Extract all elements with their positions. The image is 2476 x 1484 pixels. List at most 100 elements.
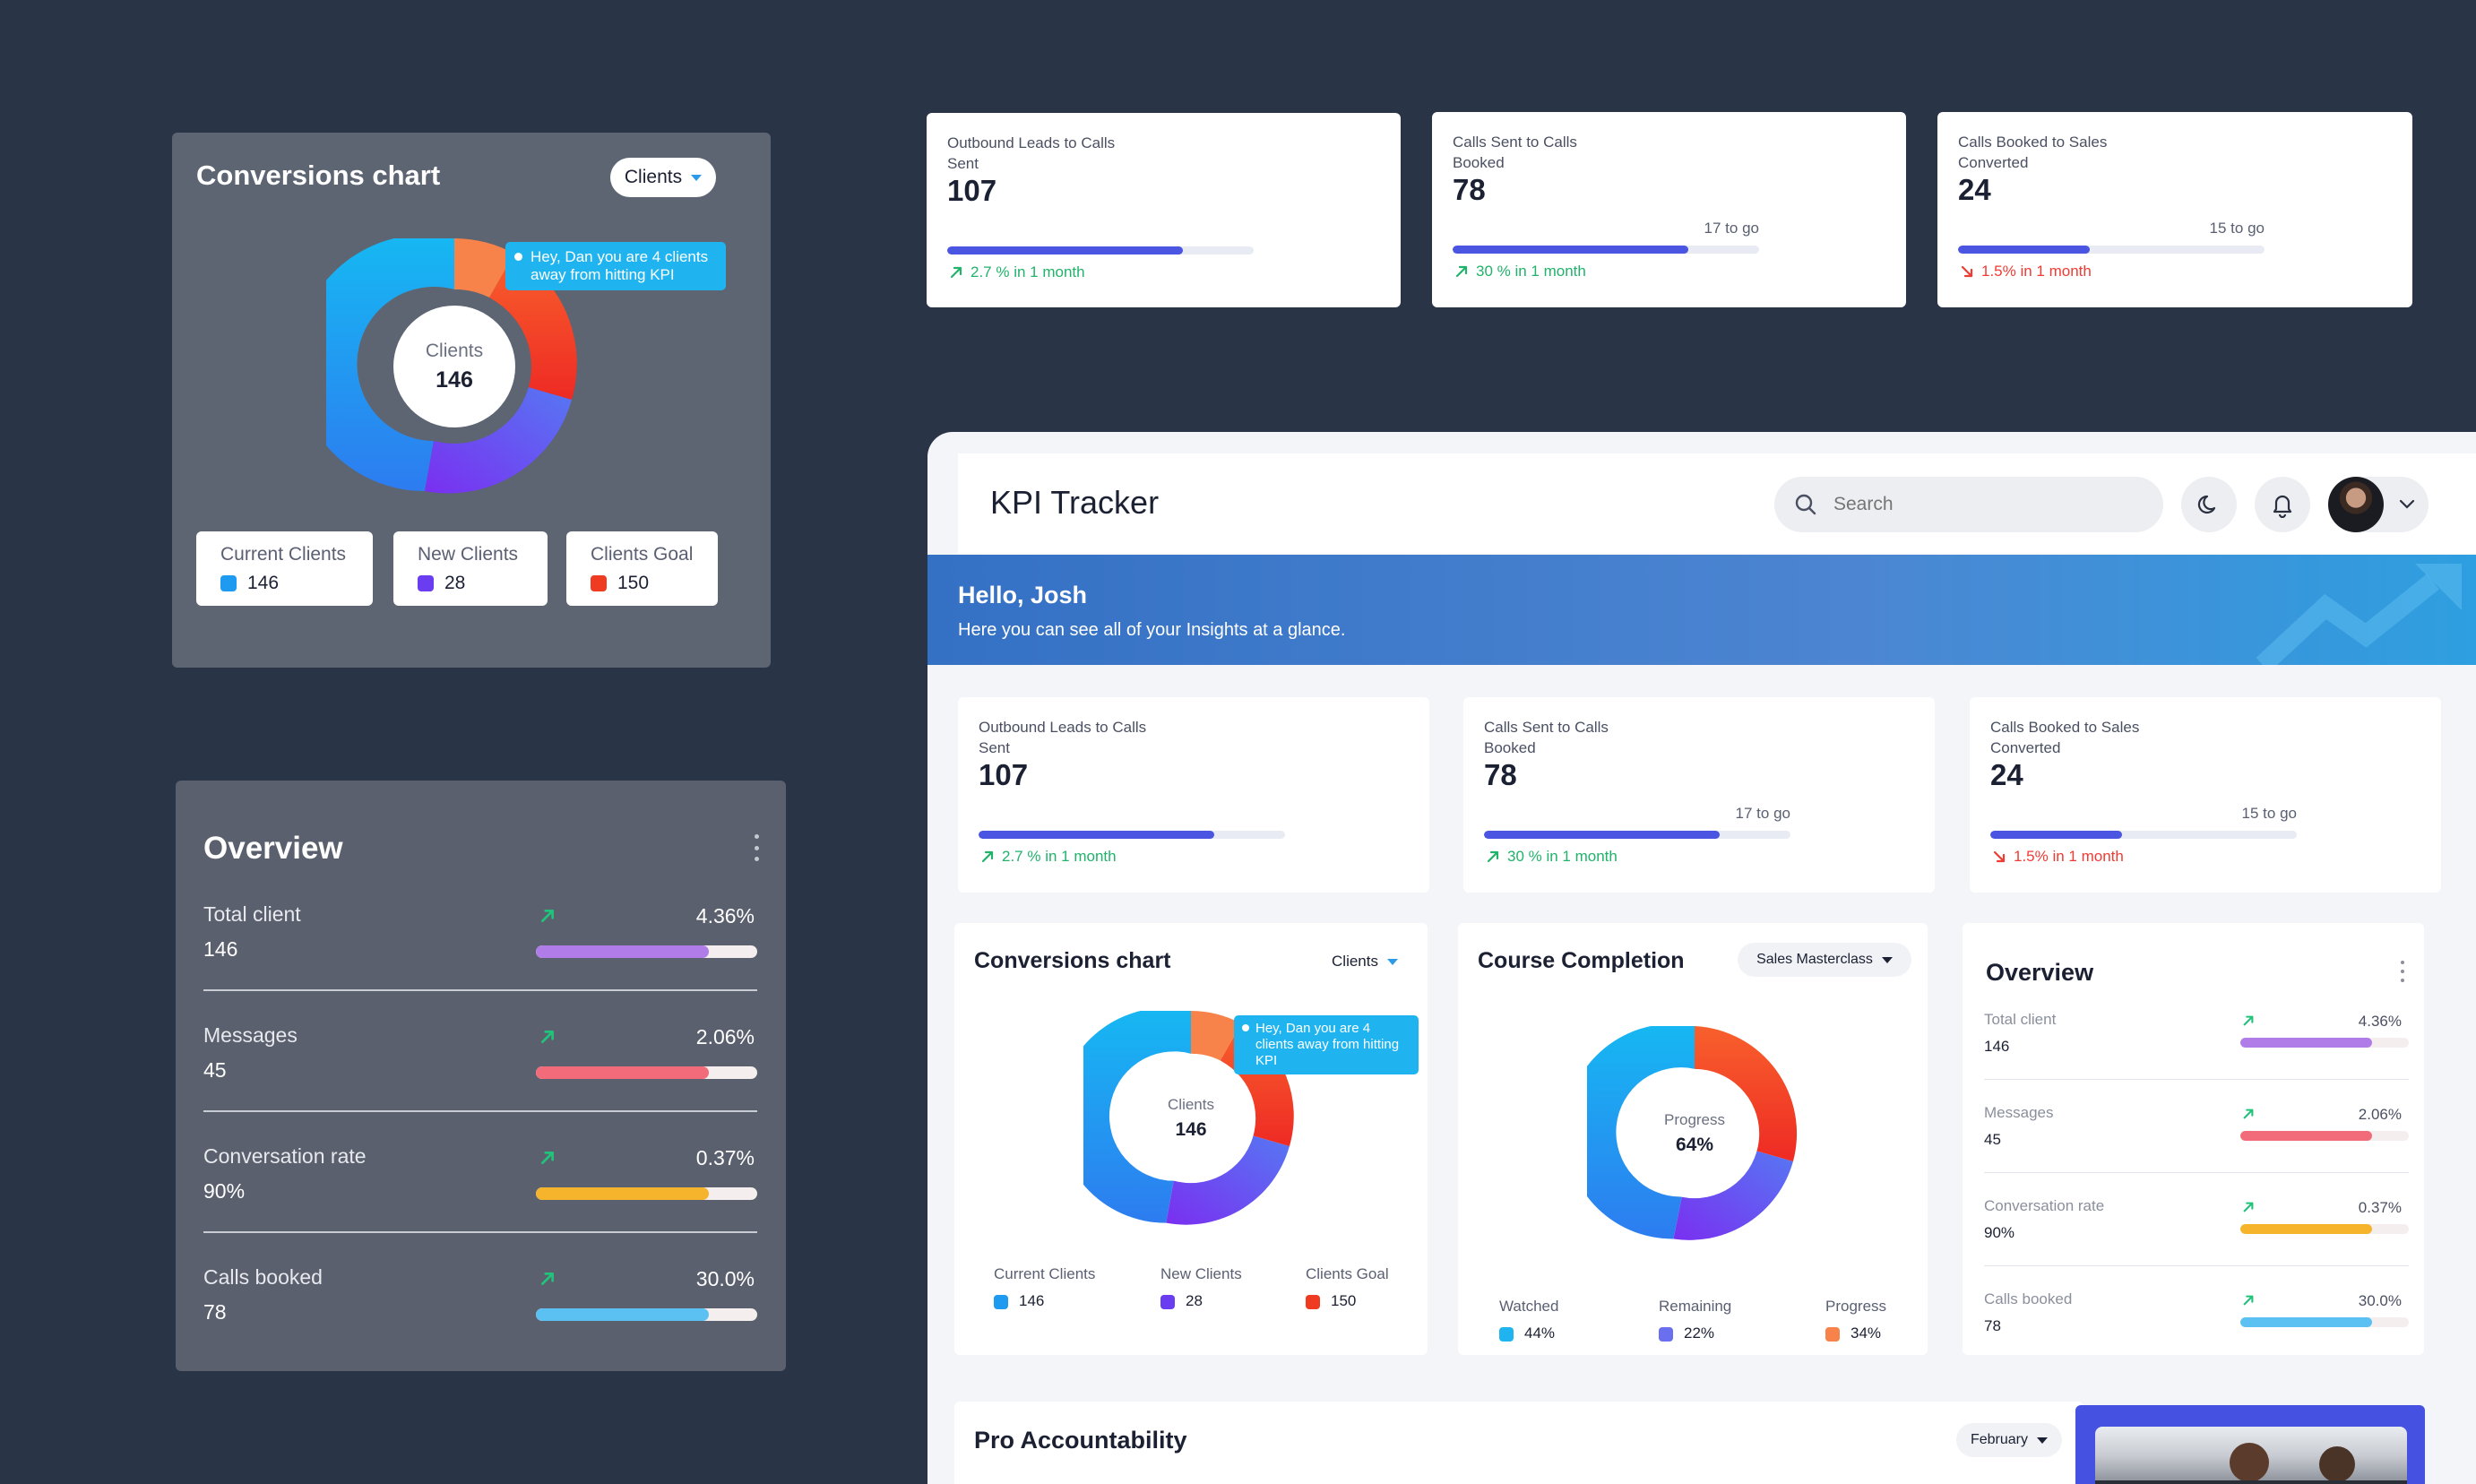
overview-row-label: Messages [203, 1023, 298, 1047]
pro-accountability-card: Pro Accountability February [954, 1402, 2083, 1484]
divider [1984, 1079, 2409, 1080]
kpi-value: 24 [1958, 173, 1991, 206]
notifications-button[interactable] [2255, 477, 2310, 532]
donut-center-label: Clients [1168, 1096, 1214, 1113]
coach-video-card[interactable] [2075, 1405, 2425, 1484]
legend-value: 150 [617, 573, 650, 593]
legend-swatch [591, 575, 607, 592]
kpi-to-go: 15 to go [2209, 220, 2265, 237]
avatar [2328, 477, 2384, 532]
overview-row-percent: 4.36% [2358, 1013, 2402, 1030]
kpi-delta-text: 2.7 % in 1 month [971, 263, 1085, 280]
legend-value: 34% [1851, 1324, 1882, 1342]
trend-up-icon [2243, 1109, 2254, 1119]
course-dropdown[interactable]: Sales Masterclass [1738, 943, 1911, 977]
overview-row-label: Conversation rate [203, 1144, 367, 1168]
legend-item: Current Clients 146 [994, 1265, 1095, 1310]
overview-row-label: Calls booked [203, 1265, 323, 1289]
overview-row-percent: 2.06% [695, 1025, 755, 1048]
legend-item: New Clients 28 [393, 531, 548, 606]
kpi-title: Outbound Leads to Calls Sent [979, 719, 1147, 756]
legend-label: New Clients [418, 544, 519, 565]
clients-dropdown[interactable]: Clients [610, 158, 716, 197]
trend-up-icon [2243, 1202, 2254, 1212]
kpi-delta-text: 30 % in 1 month [1476, 263, 1586, 280]
legend-item: Progress 34% [1825, 1298, 1886, 1342]
overview-row-bar [2240, 1038, 2409, 1048]
divider [203, 1231, 757, 1233]
more-vertical-icon[interactable] [2400, 961, 2405, 982]
kpi-delta: 30 % in 1 month [1454, 263, 1586, 280]
donut-center-value: 146 [436, 367, 473, 393]
trend-arrow-icon [2256, 564, 2462, 665]
legend-value: 150 [1331, 1292, 1357, 1309]
legend-swatch [1659, 1326, 1673, 1342]
kpi-delta: 2.7 % in 1 month [949, 263, 1085, 281]
dark-mode-toggle[interactable] [2181, 477, 2237, 532]
kpi-delta: 1.5% in 1 month [1992, 848, 2124, 866]
overview-row-value: 146 [1984, 1038, 2010, 1055]
overview-row-bar [2240, 1224, 2409, 1234]
trend-up-icon [541, 910, 554, 922]
legend-item: Clients Goal 150 [566, 531, 718, 606]
kpi-value: 107 [979, 758, 1029, 791]
legend-label: Watched [1499, 1298, 1559, 1315]
overview-row-label: Total client [203, 902, 301, 926]
tooltip-text: Hey, Dan you are 4 clients away from hit… [531, 248, 709, 283]
legend-swatch [994, 1294, 1008, 1309]
profile-menu[interactable] [2328, 477, 2429, 532]
kpi-delta: 1.5% in 1 month [1960, 263, 2092, 280]
chevron-down-icon [691, 174, 703, 181]
legend-item: Clients Goal 150 [1306, 1265, 1389, 1310]
clients-dropdown[interactable]: Clients [1320, 945, 1410, 979]
kpi-card: Calls Booked to Sales Converted 24 15 to… [1970, 697, 2441, 893]
trend-up-icon [1487, 850, 1499, 863]
kpi-card: Outbound Leads to Calls Sent 107 2.7 % i… [958, 697, 1429, 893]
overview-row-value: 78 [1984, 1317, 2001, 1334]
course-dropdown-label: Sales Masterclass [1756, 952, 1873, 967]
kpi-delta: 30 % in 1 month [1486, 848, 1618, 866]
kpi-title: Calls Booked to Sales Converted [1990, 719, 2140, 756]
overview-row-bar [2240, 1131, 2409, 1141]
legend-value: 28 [444, 573, 466, 593]
kpi-title: Calls Booked to Sales Converted [1958, 134, 2108, 171]
legend-swatch [1160, 1294, 1175, 1309]
tooltip-text: Hey, Dan you are 4 clients away from hit… [1255, 1021, 1400, 1068]
legend-swatch [1499, 1326, 1514, 1342]
app-window: KPI Tracker Hello, Josh Here you can see… [927, 432, 2476, 1484]
trend-up-icon [2243, 1015, 2254, 1026]
app-title: KPI Tracker [990, 484, 1160, 521]
trend-down-icon [1961, 265, 1973, 278]
course-donut [1587, 1026, 1798, 1240]
more-vertical-icon[interactable] [753, 834, 760, 861]
donut-center: Clients 146 [1137, 1065, 1245, 1172]
conversions-chart-card: Conversions chart Clients Clients 146 He… [954, 923, 1428, 1355]
moon-icon [2197, 495, 2216, 514]
donut-center: Progress 64% [1641, 1080, 1748, 1187]
donut-segment-new [425, 386, 572, 494]
divider [1984, 1172, 2409, 1173]
kpi-value: 78 [1453, 173, 1486, 206]
search-input[interactable] [1833, 489, 2138, 520]
kpi-delta-text: 30 % in 1 month [1507, 848, 1618, 865]
month-dropdown[interactable]: February [1956, 1423, 2062, 1457]
overview-row-value: 90% [203, 1179, 246, 1203]
kpi-progress-bar [947, 246, 1254, 255]
divider [203, 1110, 757, 1112]
search-box[interactable] [1774, 477, 2163, 532]
legend-swatch [1306, 1294, 1320, 1309]
course-completion-title: Course Completion [1478, 948, 1685, 973]
kpi-title: Calls Sent to Calls Booked [1484, 719, 1609, 756]
conversions-chart-title: Conversions chart [196, 160, 441, 191]
overview-row-bar [536, 1308, 757, 1321]
legend-label: Current Clients [994, 1265, 1096, 1282]
kpi-progress-bar [1958, 246, 2265, 254]
kpi-progress-bar [979, 831, 1285, 839]
legend-item: Remaining 22% [1659, 1298, 1731, 1342]
legend-swatch [418, 575, 434, 592]
overview-row-value: 90% [1984, 1224, 2015, 1241]
overview-title: Overview [203, 831, 343, 866]
legend-value: 146 [1019, 1292, 1045, 1309]
overview-row-percent: 0.37% [695, 1146, 755, 1169]
chevron-down-icon [2037, 1437, 2049, 1444]
